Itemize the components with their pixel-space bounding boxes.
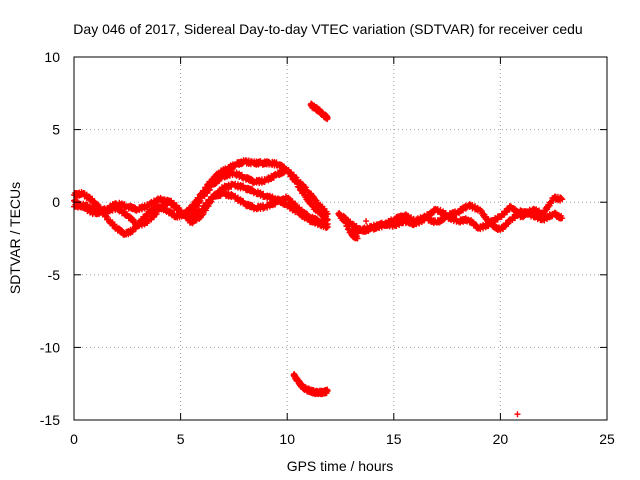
data-point xyxy=(342,218,349,225)
data-markers xyxy=(71,100,566,418)
x-tick-label: 5 xyxy=(177,431,185,447)
data-point xyxy=(94,201,101,208)
x-tick-label: 0 xyxy=(70,431,78,447)
x-tick-label: 25 xyxy=(599,431,615,447)
y-tick-label: 10 xyxy=(44,49,60,65)
y-tick-label: 5 xyxy=(52,122,60,138)
y-tick-label: -10 xyxy=(40,339,60,355)
y-axis-label: SDTVAR / TECUs xyxy=(7,182,23,294)
data-point xyxy=(559,215,566,222)
x-tick-label: 10 xyxy=(279,431,295,447)
grid-lines xyxy=(74,57,607,420)
data-point xyxy=(343,219,350,226)
y-tick-label: -5 xyxy=(48,267,61,283)
data-point xyxy=(324,387,331,394)
x-axis-label: GPS time / hours xyxy=(287,458,394,474)
x-tick-label: 20 xyxy=(493,431,509,447)
data-point xyxy=(324,220,331,227)
data-point xyxy=(324,114,331,121)
data-point-isolated xyxy=(514,411,521,418)
axes: 0 5 10 15 20 25 -15 -10 -5 0 5 10 xyxy=(40,49,615,447)
y-tick-label: -15 xyxy=(40,412,60,428)
data-point xyxy=(323,221,330,228)
y-tick-label: 0 xyxy=(52,194,60,210)
data-point xyxy=(559,196,566,203)
data-point xyxy=(354,235,361,242)
plot-frame xyxy=(73,56,608,421)
chart-title: Day 046 of 2017, Sidereal Day-to-day VTE… xyxy=(73,21,582,37)
x-tick-label: 15 xyxy=(386,431,402,447)
data-point-isolated xyxy=(363,218,370,225)
data-point xyxy=(324,210,331,217)
